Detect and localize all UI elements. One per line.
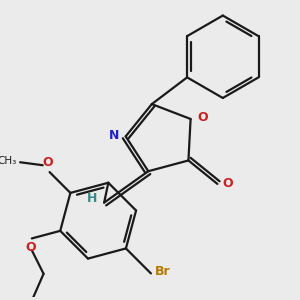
Text: O: O <box>197 112 208 124</box>
Text: O: O <box>42 156 53 169</box>
Text: CH₃: CH₃ <box>0 156 16 166</box>
Text: N: N <box>109 129 119 142</box>
Text: O: O <box>26 242 36 254</box>
Text: O: O <box>222 177 233 190</box>
Text: Br: Br <box>155 265 170 278</box>
Text: H: H <box>87 192 98 205</box>
